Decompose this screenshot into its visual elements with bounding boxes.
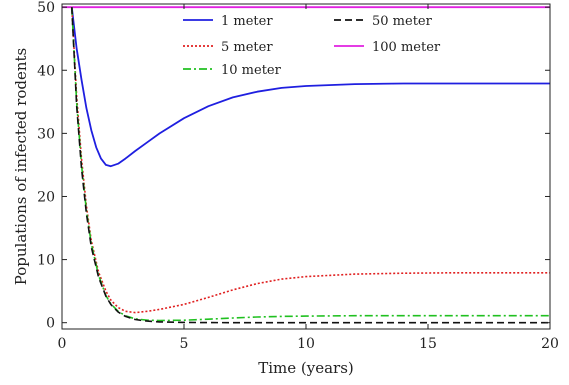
legend-label-100-meter: 100 meter <box>372 40 441 55</box>
legend-label-10-meter: 10 meter <box>221 63 282 78</box>
legend-label-50-meter: 50 meter <box>372 14 433 29</box>
y-axis-label: Populations of infected rodents <box>12 48 30 285</box>
axis-ticks: 0 5 10 15 20 0 10 20 30 40 50 <box>37 0 559 352</box>
x-tick-label: 15 <box>419 336 437 352</box>
y-tick-label: 30 <box>37 126 55 142</box>
series-line-50-meter <box>71 7 550 324</box>
legend: 1 meter 50 meter 5 meter 100 meter 10 meter <box>183 14 441 78</box>
legend-label-1-meter: 1 meter <box>221 14 273 29</box>
series-line-1-meter <box>70 7 550 168</box>
y-tick-label: 0 <box>46 316 55 332</box>
x-tick-label: 20 <box>541 336 559 352</box>
y-tick-label: 20 <box>37 189 55 205</box>
chart-marks <box>62 6 550 324</box>
y-tick-label: 10 <box>37 253 55 269</box>
legend-label-5-meter: 5 meter <box>221 40 273 55</box>
y-tick-label: 50 <box>37 0 55 16</box>
x-tick-label: 10 <box>297 336 315 352</box>
y-tick-label: 40 <box>37 63 55 79</box>
x-tick-label: 0 <box>58 336 67 352</box>
x-axis-label: Time (years) <box>258 359 354 377</box>
series-line-5-meter <box>71 7 550 314</box>
plot-frame <box>61 3 551 330</box>
x-tick-label: 5 <box>180 336 189 352</box>
